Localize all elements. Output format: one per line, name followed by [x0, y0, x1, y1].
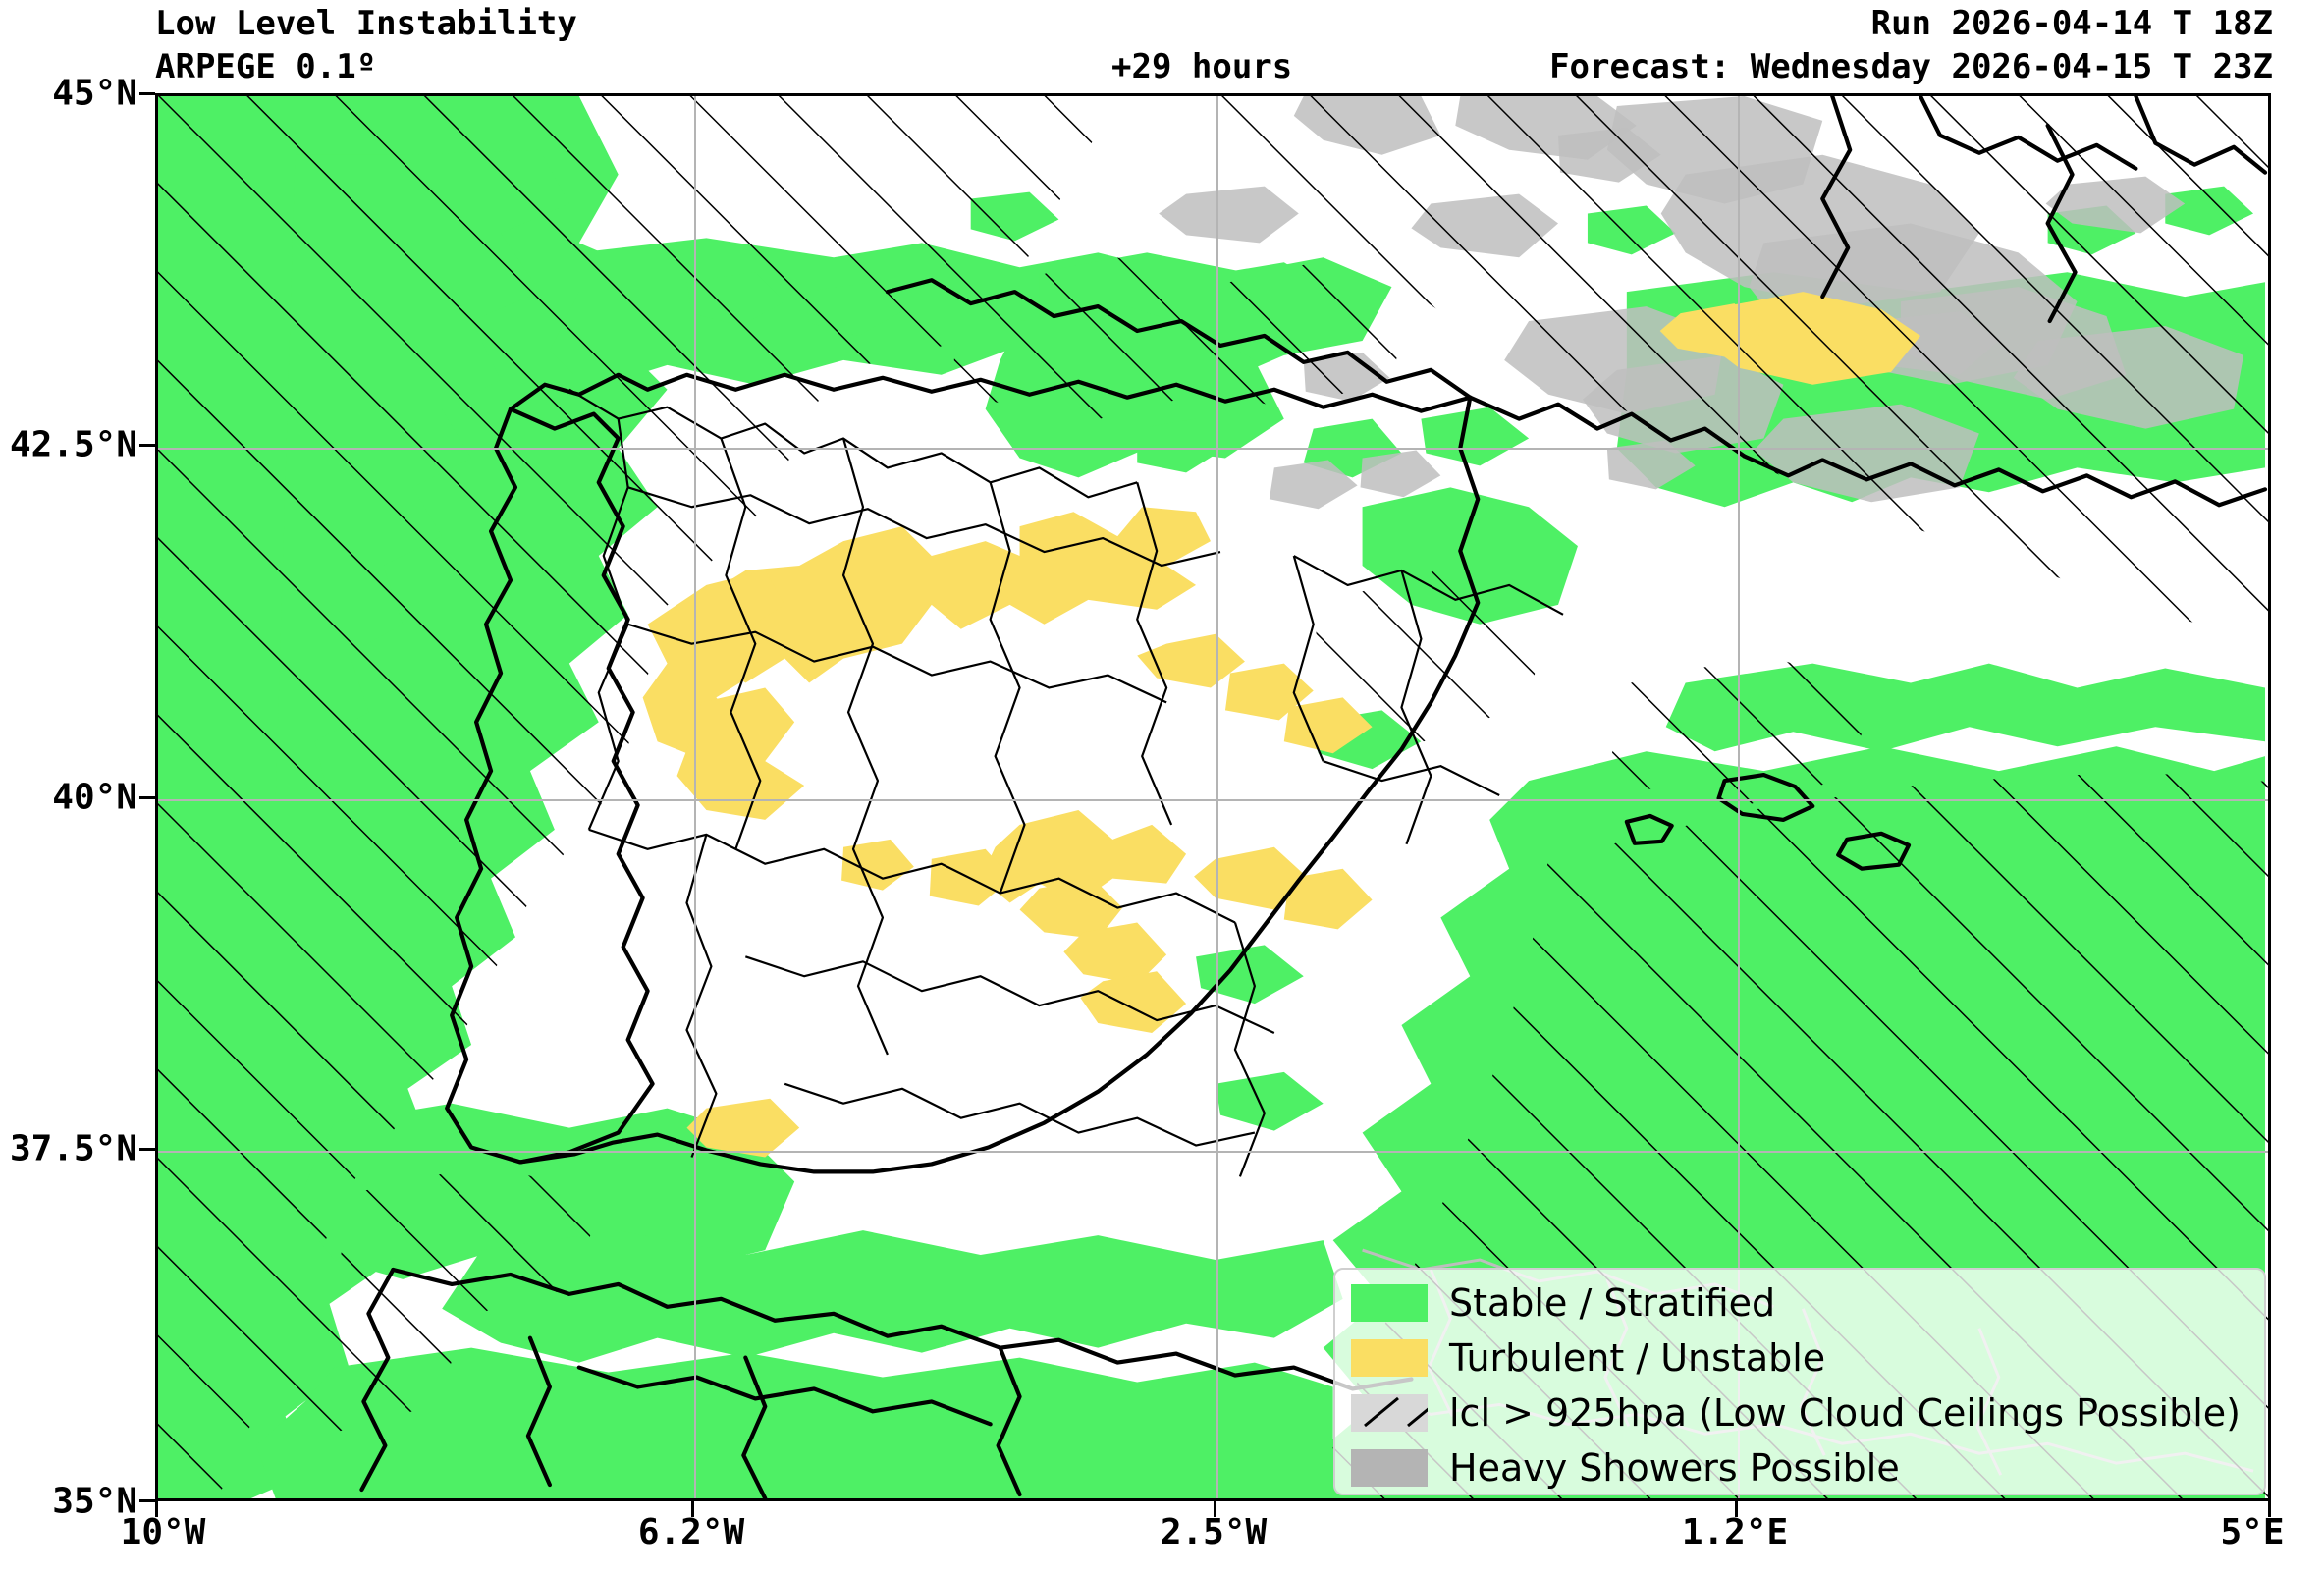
x-tick-label: 1.2°E — [1681, 1512, 1789, 1552]
map-plot-area[interactable]: Stable / Stratified Turbulent / Unstable… — [155, 93, 2271, 1501]
legend-label-turbulent: Turbulent / Unstable — [1449, 1336, 1826, 1380]
y-tick-mark — [139, 796, 155, 799]
legend-item-showers: Heavy Showers Possible — [1351, 1446, 1900, 1490]
gridline-lat-37-5 — [158, 1151, 2268, 1153]
legend-label-lcl: lcl > 925hpa (Low Cloud Ceilings Possibl… — [1449, 1391, 2241, 1435]
legend-swatch-lcl — [1351, 1394, 1428, 1432]
x-tick-label: 5°E — [2220, 1512, 2285, 1552]
x-tick-mark — [691, 1501, 694, 1517]
x-tick-label: 2.5°W — [1160, 1512, 1268, 1552]
legend-item-stable: Stable / Stratified — [1351, 1281, 1775, 1325]
run-label: Run 2026-04-14 T 18Z — [1870, 4, 2273, 43]
y-tick-label: 37.5°N — [9, 1128, 137, 1169]
legend-swatch-stable — [1351, 1284, 1428, 1322]
gridline-lon-6-2 — [694, 96, 696, 1498]
x-tick-mark — [155, 1501, 158, 1517]
legend-item-lcl: lcl > 925hpa (Low Cloud Ceilings Possibl… — [1351, 1391, 2241, 1435]
map-legend: Stable / Stratified Turbulent / Unstable… — [1333, 1268, 2266, 1495]
gridline-lon-2-5 — [1216, 96, 1218, 1498]
x-tick-label: 10°W — [120, 1512, 206, 1552]
gridline-lon-1-2 — [1738, 96, 1740, 1498]
x-tick-mark — [1735, 1501, 1738, 1517]
gridline-lat-42-5 — [158, 448, 2268, 450]
legend-swatch-showers — [1351, 1449, 1428, 1487]
gridline-lat-40 — [158, 799, 2268, 801]
model-label: ARPEGE 0.1º — [155, 47, 377, 86]
y-tick-mark — [139, 1499, 155, 1502]
x-tick-mark — [1214, 1501, 1216, 1517]
forecast-label: Forecast: Wednesday 2026-04-15 T 23Z — [1549, 47, 2273, 86]
y-tick-label: 45°N — [52, 73, 137, 114]
x-tick-label: 6.2°W — [637, 1512, 745, 1552]
y-tick-label: 35°N — [52, 1481, 137, 1522]
legend-item-turbulent: Turbulent / Unstable — [1351, 1336, 1825, 1380]
y-tick-label: 42.5°N — [9, 424, 137, 465]
legend-swatch-turbulent — [1351, 1339, 1428, 1377]
legend-label-stable: Stable / Stratified — [1449, 1281, 1776, 1325]
y-tick-mark — [139, 1148, 155, 1151]
y-tick-mark — [139, 444, 155, 447]
x-tick-mark — [2268, 1501, 2271, 1517]
y-tick-label: 40°N — [52, 777, 137, 818]
y-tick-mark — [139, 92, 155, 95]
page-title: Low Level Instability — [155, 4, 577, 43]
header: Low Level Instability ARPEGE 0.1º +29 ho… — [0, 0, 2324, 93]
legend-label-showers: Heavy Showers Possible — [1449, 1446, 1900, 1490]
lead-time-label: +29 hours — [1111, 47, 1293, 86]
